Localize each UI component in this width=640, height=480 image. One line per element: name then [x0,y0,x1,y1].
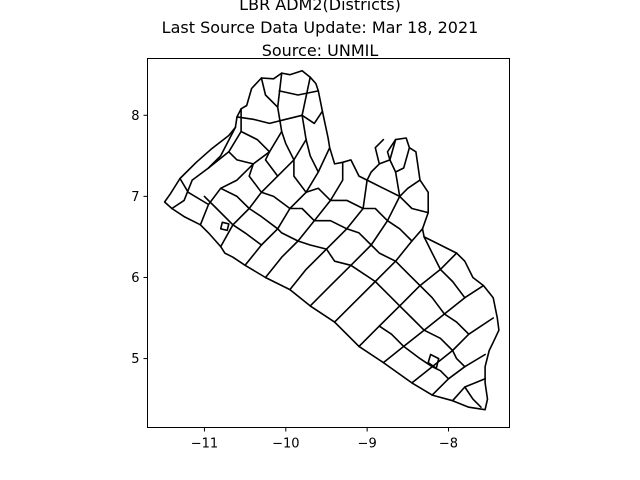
district-boundary [394,146,411,173]
district-boundary [394,260,421,287]
district-boundary [451,349,466,368]
district-boundary [423,329,454,352]
district-boundary [345,228,373,246]
district-boundary [228,151,255,165]
district-boundary [232,224,263,246]
map-title: LBR ADM2(Districts) Last Source Data Upd… [0,0,640,62]
district-boundary [236,114,303,125]
district-boundary [305,138,320,173]
district-boundary [370,244,397,263]
district-boundary [358,252,458,348]
district-boundary [386,138,397,161]
district-boundary [278,90,320,96]
district-boundary [305,187,332,202]
district-boundary [398,179,421,198]
district-boundary [179,177,210,206]
district-boundary [402,345,434,368]
district-boundary [398,305,425,332]
map-layer [163,69,500,411]
title-line-3: Source: UNMIL [261,41,379,60]
x-axis: −11 −10 −9 −8 [191,427,458,452]
district-boundary [207,126,237,169]
y-tick-label: 7 [131,190,139,205]
district-boundary [260,191,291,210]
district-boundary [423,236,442,271]
district-boundary [276,228,299,242]
district-boundary [427,353,440,370]
district-boundary [219,187,250,210]
district-boundary [248,207,279,230]
district-boundary [419,284,446,315]
district-boundary [289,179,368,291]
district-boundary [325,248,352,267]
district-boundary [240,130,271,153]
y-tick-label: 8 [131,109,139,124]
district-boundary [386,219,413,242]
district-boundary [398,195,430,214]
y-axis: 5 6 7 8 [131,109,148,367]
title-line-2: Last Source Data Update: Mar 18, 2021 [161,18,479,37]
district-boundary [329,199,364,210]
district-boundary [309,159,401,307]
district-boundary [264,151,279,177]
district-boundary [431,353,486,396]
district-boundary [374,138,385,165]
district-boundary [248,163,263,194]
district-boundary [280,130,295,161]
x-tick-label: −9 [358,437,377,452]
district-boundary [260,77,279,108]
x-tick-label: −10 [272,437,299,452]
district-boundary [333,228,424,323]
x-tick-label: −11 [191,437,218,452]
y-tick-label: 6 [131,271,139,286]
district-boundary [463,386,482,409]
district-boundary [350,264,377,283]
title-line-1: LBR ADM2(Districts) [239,0,401,14]
x-tick-label: −8 [439,437,458,452]
district-boundary [439,268,466,299]
district-boundary [301,110,324,125]
district-boundary [297,240,328,250]
district-boundary [374,280,401,307]
district-boundary [219,221,230,232]
district-boundary [313,219,348,230]
district-boundary [289,207,316,222]
district-boundary [366,179,401,198]
district-boundary [203,195,234,226]
y-tick-label: 5 [131,352,139,367]
district-boundary [382,284,485,364]
district-boundary [362,207,389,222]
axes-frame [147,58,510,428]
country-outline [163,69,500,411]
district-boundary [293,159,307,194]
district-boundary [378,325,405,348]
district-boundary [443,313,470,336]
